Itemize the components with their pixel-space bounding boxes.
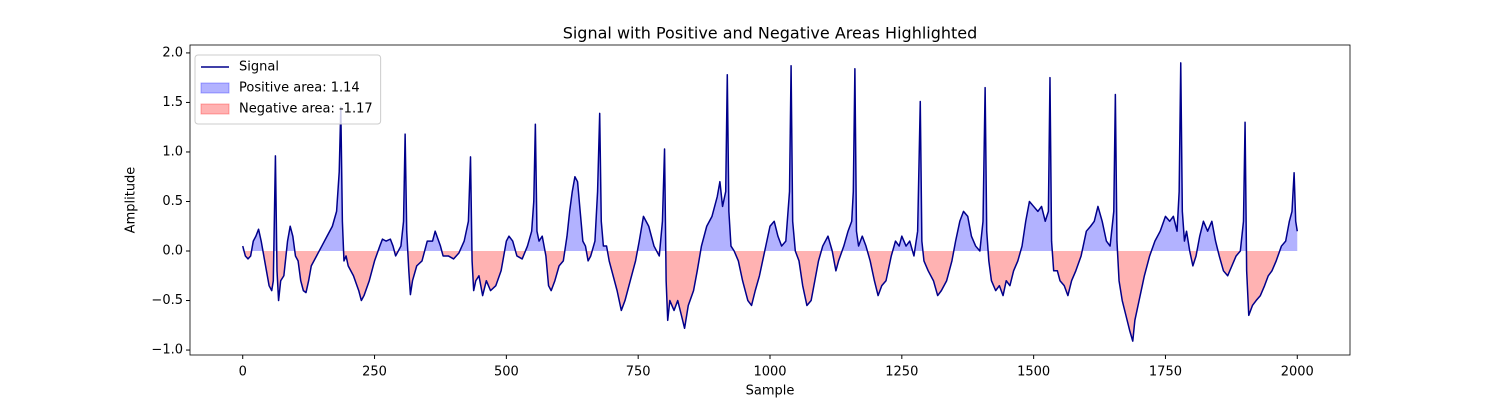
- x-tick-label: 500: [494, 365, 519, 380]
- chart-title: Signal with Positive and Negative Areas …: [563, 24, 978, 43]
- legend-label: Signal: [239, 60, 279, 75]
- y-axis-label: Amplitude: [124, 167, 139, 234]
- y-tick-label: −1.0: [151, 343, 183, 358]
- x-tick-label: 0: [239, 365, 247, 380]
- x-tick-label: 1750: [1149, 365, 1182, 380]
- x-tick-label: 250: [362, 365, 387, 380]
- plot-frame: [189, 44, 1351, 356]
- y-tick-label: 0.0: [162, 244, 183, 259]
- legend-label: Negative area: -1.17: [239, 102, 373, 117]
- x-tick-label: 750: [626, 365, 651, 380]
- y-tick-label: 1.5: [162, 95, 183, 110]
- legend-patch: [200, 103, 230, 115]
- x-tick-label: 2000: [1281, 365, 1314, 380]
- legend-patch: [200, 82, 230, 94]
- x-tick-label: 1250: [885, 365, 918, 380]
- signal-line: [242, 62, 1299, 342]
- legend-label: Positive area: 1.14: [239, 81, 360, 96]
- y-tick-label: 1.0: [162, 144, 183, 159]
- legend-box: [194, 54, 382, 125]
- y-tick-label: 2.0: [162, 45, 183, 60]
- x-tick-label: 1500: [1017, 365, 1050, 380]
- x-axis-label: Sample: [746, 384, 795, 399]
- x-tick-label: 1000: [753, 365, 786, 380]
- y-tick-label: −0.5: [151, 293, 183, 308]
- y-tick-label: 0.5: [162, 194, 183, 209]
- legend: Signal Positive area: 1.14 Negative area: …: [194, 54, 382, 125]
